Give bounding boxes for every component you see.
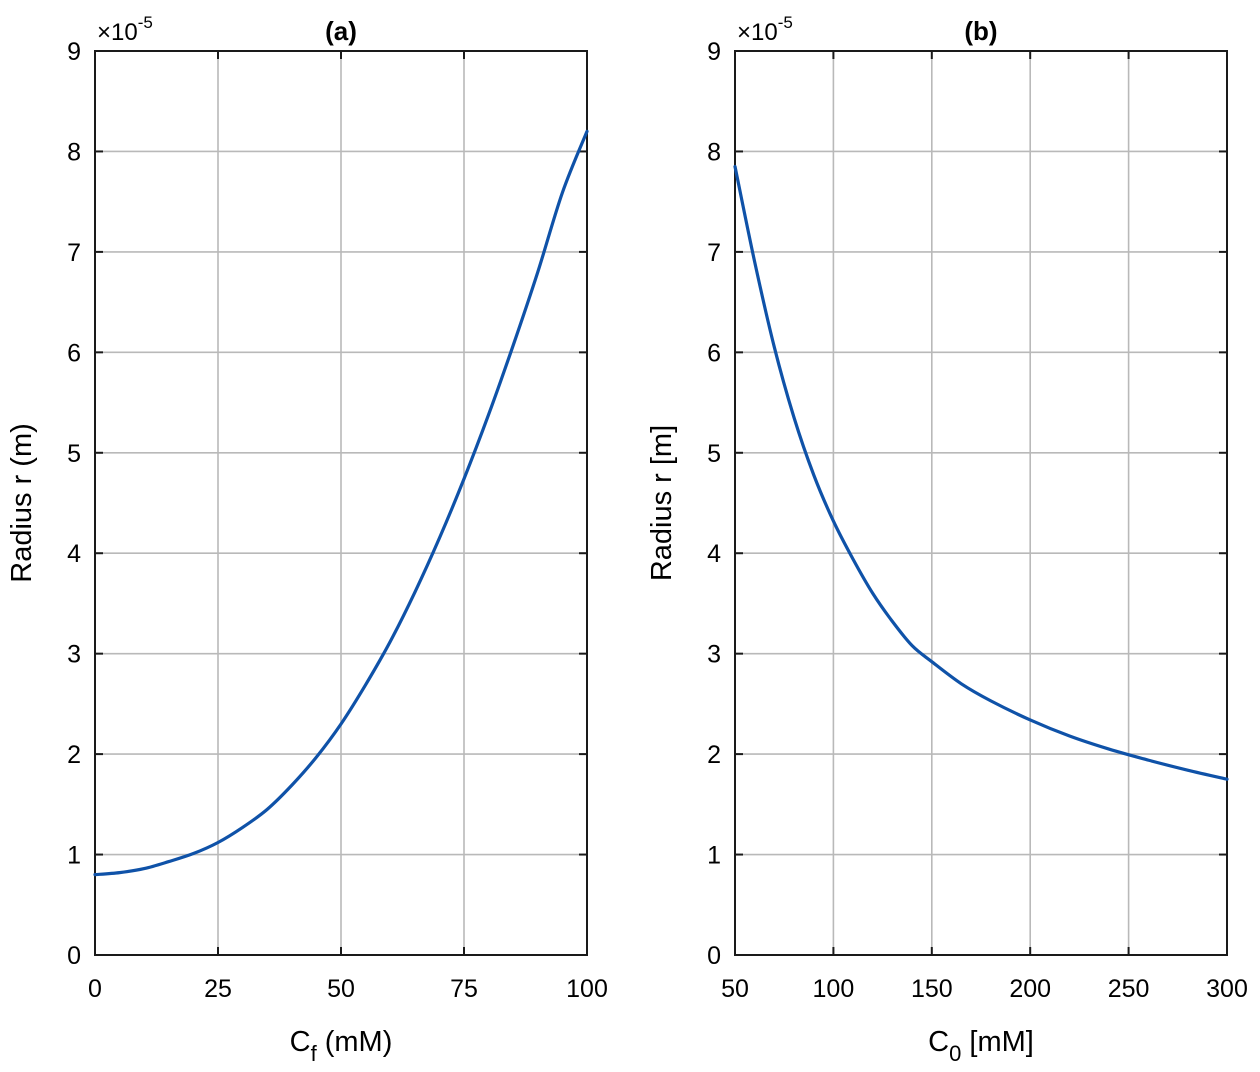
y-tick-label: 8 xyxy=(707,138,721,166)
x-tick-label: 300 xyxy=(1206,975,1248,1003)
y-tick-label: 4 xyxy=(67,540,81,568)
exponent-base: ×10 xyxy=(737,19,778,46)
x-axis-label-unit: [mM] xyxy=(961,1026,1034,1058)
axis-exponent-label: ×10-5 xyxy=(97,13,153,46)
y-tick-label: 0 xyxy=(67,942,81,970)
y-axis-label: Radius r [m] xyxy=(646,425,678,581)
axes-box xyxy=(734,50,1228,956)
x-tick-label: 50 xyxy=(721,975,749,1003)
y-tick-label: 6 xyxy=(67,339,81,367)
x-tick-label: 100 xyxy=(813,975,855,1003)
x-axis-label: C0 [mM] xyxy=(928,1026,1034,1066)
exponent-power: -5 xyxy=(778,13,793,32)
x-axis-label-main: C xyxy=(928,1026,949,1058)
exponent-base: ×10 xyxy=(97,19,138,46)
x-tick-label: 25 xyxy=(204,975,232,1003)
series-line xyxy=(93,129,589,877)
y-tick-label: 9 xyxy=(67,38,81,66)
exponent-power: -5 xyxy=(138,13,153,32)
x-axis-label-main: C xyxy=(290,1026,311,1058)
x-tick-label: 0 xyxy=(88,975,102,1003)
x-tick-label: 75 xyxy=(450,975,478,1003)
y-tick-label: 3 xyxy=(67,641,81,669)
x-tick-label: 200 xyxy=(1009,975,1051,1003)
y-tick-label: 6 xyxy=(707,339,721,367)
y-tick-label: 7 xyxy=(707,239,721,267)
y-tick-label: 3 xyxy=(707,641,721,669)
y-tick-label: 9 xyxy=(707,38,721,66)
y-axis-label: Radius r (m) xyxy=(6,423,38,583)
x-tick-label: 100 xyxy=(566,975,608,1003)
y-tick-label: 2 xyxy=(67,741,81,769)
panel-title: (a) xyxy=(325,16,357,46)
y-tick-label: 2 xyxy=(707,741,721,769)
x-axis-label: Cf (mM) xyxy=(290,1026,393,1066)
x-tick-label: 250 xyxy=(1108,975,1150,1003)
panel-title: (b) xyxy=(964,16,997,46)
y-tick-label: 4 xyxy=(707,540,721,568)
x-axis-label-subscript: f xyxy=(311,1041,318,1066)
y-tick-label: 5 xyxy=(67,440,81,468)
y-tick-label: 0 xyxy=(707,942,721,970)
x-tick-label: 150 xyxy=(911,975,953,1003)
x-axis-label-subscript: 0 xyxy=(949,1041,961,1066)
y-tick-label: 1 xyxy=(707,842,721,870)
x-axis-label-unit: (mM) xyxy=(317,1026,393,1058)
series-line xyxy=(733,164,1229,781)
axes-box xyxy=(94,50,588,956)
y-tick-label: 7 xyxy=(67,239,81,267)
panel-a: 0 25 50 75 100 0 1 2 3 4 5 6 7 8 9 ×10-5 (a) Cf (mM) Radiu… xyxy=(6,13,608,1066)
y-tick-label: 8 xyxy=(67,138,81,166)
axis-exponent-label: ×10-5 xyxy=(737,13,793,46)
y-tick-label: 5 xyxy=(707,440,721,468)
y-tick-label: 1 xyxy=(67,842,81,870)
x-tick-label: 50 xyxy=(327,975,355,1003)
